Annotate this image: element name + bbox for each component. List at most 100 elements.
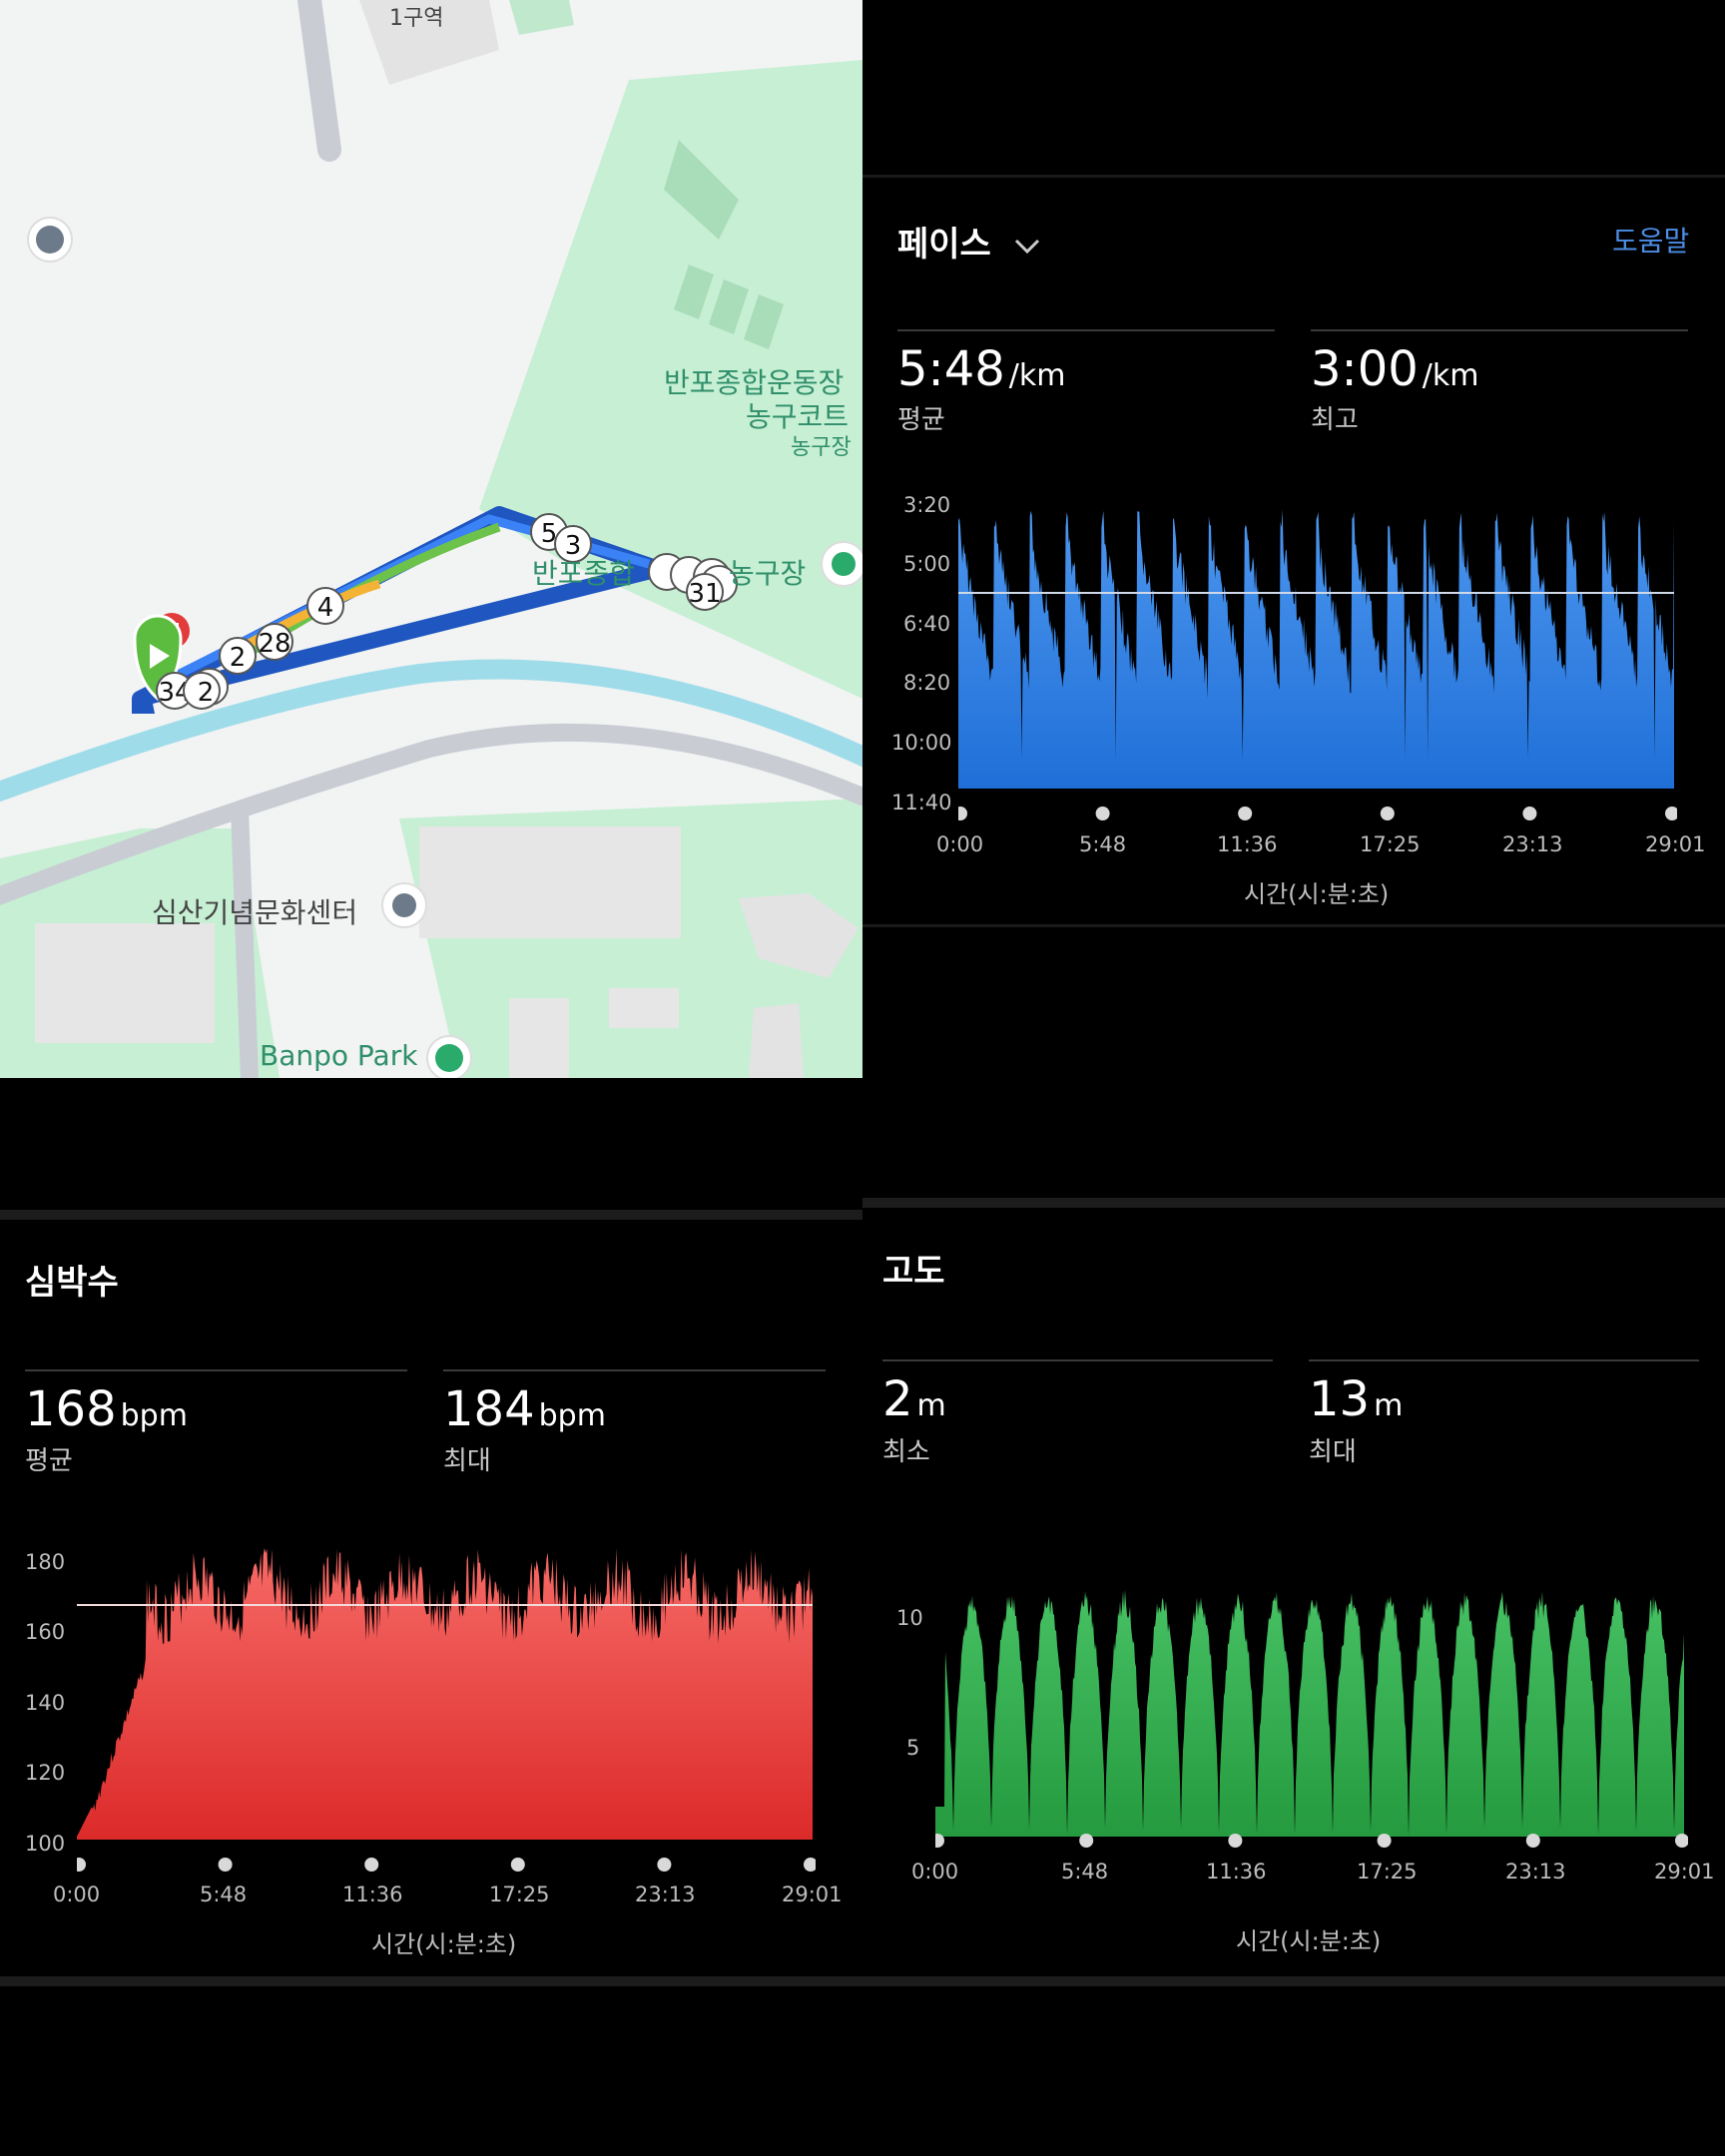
heart-y-tick: 100 (25, 1832, 66, 1856)
elev-top-divider (862, 1198, 1725, 1208)
heart-x-tick: 23:13 (635, 1883, 696, 1906)
pace-y-tick: 11:40 (891, 791, 952, 814)
school-pin-icon (27, 217, 73, 263)
elev-x-tick: 17:25 (1357, 1860, 1418, 1884)
x-axis-dot (657, 1858, 672, 1872)
heart-avg-label: 평균 (25, 1446, 73, 1476)
heart-bottom-divider (0, 1976, 862, 1986)
elev-max-value: 13 m (1309, 1371, 1404, 1427)
elev-min-rule (882, 1359, 1273, 1361)
heart-chart[interactable] (77, 1537, 816, 1877)
pace-x-tick: 23:13 (1502, 832, 1563, 856)
x-axis-dot (1525, 1834, 1540, 1848)
x-axis-dot (935, 1834, 944, 1848)
culture-center-pin-icon (381, 882, 427, 928)
pace-area (958, 509, 1674, 789)
svg-text:31: 31 (688, 579, 721, 609)
stadium-short-label: 반포종합 (532, 557, 636, 590)
pace-y-tick: 5:00 (903, 552, 951, 576)
elevation-chart[interactable] (935, 1517, 1688, 1857)
pace-x-dots (958, 807, 1677, 820)
x-axis-dot (804, 1858, 816, 1872)
x-axis-dot (1675, 1834, 1688, 1848)
pace-y-tick: 8:20 (903, 671, 951, 695)
svg-text:5: 5 (541, 519, 558, 549)
x-axis-dot (77, 1858, 86, 1872)
elev-min-label: 최소 (882, 1437, 930, 1467)
heart-x-dots (77, 1858, 816, 1872)
elevation-x-dots (935, 1834, 1688, 1848)
heart-x-tick: 17:25 (489, 1883, 550, 1906)
basketball-label-2: 농구장 (729, 557, 807, 590)
heart-avg-rule (25, 1369, 407, 1371)
pace-x-tick: 11:36 (1217, 832, 1278, 856)
elev-max-label: 최대 (1309, 1437, 1357, 1467)
pace-best-label: 최고 (1311, 405, 1359, 435)
elev-x-tick: 5:48 (1061, 1860, 1109, 1884)
elev-x-tick: 0:00 (911, 1860, 959, 1884)
pace-y-tick: 6:40 (903, 612, 951, 636)
pace-top-divider (862, 175, 1725, 178)
elev-y-tick: 5 (906, 1736, 920, 1760)
park-pin-icon (426, 1035, 472, 1078)
park-label: Banpo Park (260, 1039, 418, 1072)
elev-y-tick: 10 (896, 1606, 923, 1630)
x-axis-dot (1665, 807, 1677, 820)
x-axis-dot (1079, 1834, 1094, 1848)
heart-title: 심박수 (25, 1263, 119, 1303)
heart-x-tick: 11:36 (342, 1883, 403, 1906)
pace-best-value: 3:00/km (1311, 341, 1479, 397)
x-axis-dot (510, 1858, 525, 1872)
heart-y-tick: 160 (25, 1620, 66, 1644)
x-axis-dot (1228, 1834, 1243, 1848)
elev-x-tick: 11:36 (1206, 1860, 1267, 1884)
x-axis-dot (1238, 807, 1253, 820)
x-axis-dot (218, 1858, 233, 1872)
pace-best-rule (1311, 329, 1688, 331)
heart-max-value: 184 bpm (443, 1381, 606, 1437)
heart-max-rule (443, 1369, 826, 1371)
court-label: 농구코트 (746, 400, 850, 433)
svg-text:3: 3 (565, 531, 582, 561)
pace-y-tick: 10:00 (891, 731, 952, 755)
heart-avg-value: 168 bpm (25, 1381, 188, 1437)
pace-bottom-divider (862, 924, 1725, 927)
elev-x-tick: 23:13 (1505, 1860, 1566, 1884)
x-axis-dot (364, 1858, 379, 1872)
lap-markers: 5 3 4 28 2 34 2 31 (156, 513, 738, 710)
top-building-label: 1구역 (389, 6, 444, 31)
elev-title: 고도 (882, 1252, 945, 1292)
elev-x-tick: 29:01 (1654, 1860, 1715, 1884)
map-canvas: 5 3 4 28 2 34 2 31 (0, 0, 862, 1078)
pace-x-tick: 29:01 (1645, 832, 1706, 856)
x-axis-dot (1095, 807, 1110, 820)
chevron-down-icon[interactable] (1013, 225, 1041, 265)
pace-avg-rule (897, 329, 1275, 331)
pace-x-tick: 5:48 (1079, 832, 1127, 856)
pace-x-title: 시간(시:분:초) (1244, 880, 1390, 908)
heart-x-title: 시간(시:분:초) (371, 1930, 517, 1958)
svg-text:2: 2 (198, 678, 215, 708)
basketball-label: 농구장 (791, 435, 852, 460)
heart-y-tick: 140 (25, 1691, 66, 1715)
pace-avg-value: 5:48/km (897, 341, 1066, 397)
stadium-pin-icon (821, 541, 862, 587)
heart-x-tick: 29:01 (782, 1883, 843, 1906)
pace-chart[interactable] (958, 489, 1677, 828)
heart-x-tick: 0:00 (53, 1883, 101, 1906)
pace-title[interactable]: 페이스 (897, 217, 1041, 266)
x-axis-dot (958, 807, 967, 820)
pace-title-text: 페이스 (897, 225, 991, 265)
heart-y-tick: 120 (25, 1761, 66, 1785)
svg-text:28: 28 (258, 629, 290, 659)
help-link[interactable]: 도움말 (1612, 225, 1690, 258)
stadium-label: 반포종합운동장 (664, 366, 845, 399)
pace-avg-label: 평균 (897, 405, 945, 435)
heart-max-label: 최대 (443, 1446, 491, 1476)
elev-bottom-divider (862, 1976, 1725, 1986)
elevation-area (935, 1589, 1684, 1837)
elev-x-title: 시간(시:분:초) (1236, 1927, 1382, 1955)
heart-x-tick: 5:48 (200, 1883, 248, 1906)
route-map[interactable]: 5 3 4 28 2 34 2 31 반포종합운동장 농구코트 농구장 반포종합… (0, 0, 862, 1078)
